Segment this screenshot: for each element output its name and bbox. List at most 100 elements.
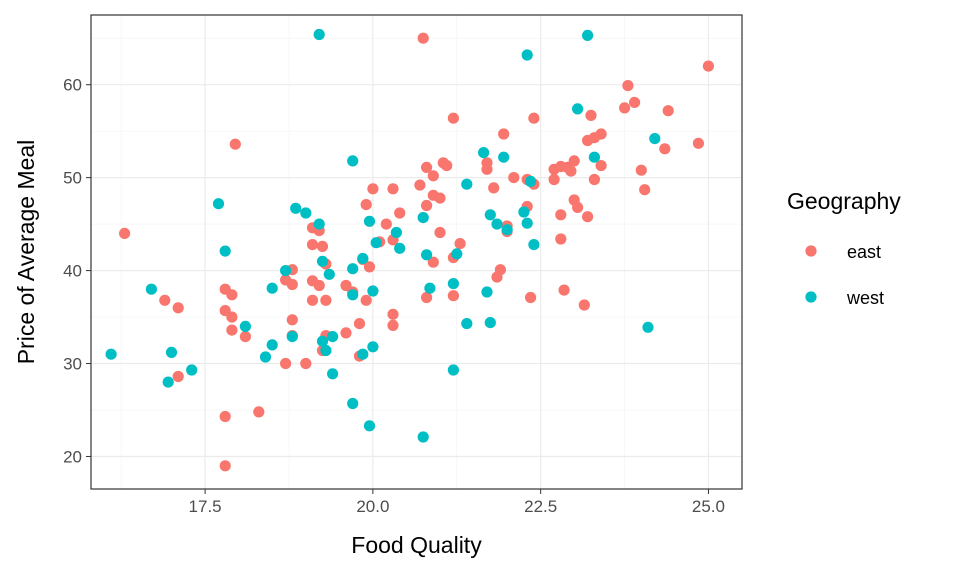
data-point-west xyxy=(286,331,298,343)
data-point-east xyxy=(387,319,399,331)
data-point-east xyxy=(622,80,634,92)
legend-key-west xyxy=(805,291,817,303)
data-point-east xyxy=(481,163,493,175)
data-point-west xyxy=(478,147,490,159)
data-point-west xyxy=(323,268,335,280)
data-point-west xyxy=(481,286,493,298)
data-point-east xyxy=(172,370,184,383)
data-point-east xyxy=(226,324,238,336)
data-point-west xyxy=(394,242,406,254)
data-point-west xyxy=(145,283,157,295)
data-point-west xyxy=(528,239,540,251)
data-point-west xyxy=(105,348,117,360)
data-point-west xyxy=(447,364,459,376)
data-point-west xyxy=(320,344,332,357)
data-point-east xyxy=(494,264,506,276)
data-point-west xyxy=(417,431,429,443)
data-point-east xyxy=(555,233,567,245)
data-point-east xyxy=(417,32,429,44)
x-tick-label: 22.5 xyxy=(524,497,557,516)
data-point-west xyxy=(327,368,339,380)
data-point-west xyxy=(162,376,174,388)
data-point-east xyxy=(320,294,332,306)
data-point-west xyxy=(165,346,178,358)
data-point-east xyxy=(635,164,647,176)
data-point-east xyxy=(565,165,577,177)
data-point-east xyxy=(159,294,171,306)
data-point-east xyxy=(360,199,372,211)
data-point-east xyxy=(380,218,392,230)
data-point-west xyxy=(266,339,278,351)
data-point-west xyxy=(313,28,325,41)
data-point-west xyxy=(461,318,473,330)
data-point-east xyxy=(588,173,601,186)
data-point-east xyxy=(578,299,590,311)
data-point-west xyxy=(582,29,594,41)
data-point-west xyxy=(186,364,198,376)
data-point-west xyxy=(367,341,379,353)
y-axis: 20 30 40 50 60 xyxy=(63,76,91,466)
data-point-east xyxy=(286,278,298,291)
data-point-east xyxy=(498,128,510,140)
grid-lines xyxy=(91,15,742,489)
data-point-east xyxy=(582,211,594,223)
data-point-west xyxy=(347,263,359,275)
data-point-east xyxy=(585,109,597,121)
data-point-west xyxy=(642,321,654,333)
data-point-west xyxy=(357,348,369,360)
legend-title: Geography xyxy=(787,188,901,214)
data-point-west xyxy=(367,285,379,297)
data-point-west xyxy=(347,397,359,410)
data-point-west xyxy=(266,282,278,294)
data-point-east xyxy=(219,460,231,472)
data-point-east xyxy=(454,238,466,250)
data-point-east xyxy=(226,289,238,301)
data-point-west xyxy=(290,202,302,214)
data-point-east xyxy=(659,143,671,155)
data-point-east xyxy=(253,406,265,418)
data-point-west xyxy=(572,103,584,115)
data-point-east xyxy=(558,284,570,296)
data-point-east xyxy=(639,184,651,196)
legend-key-east xyxy=(805,245,817,257)
x-tick-label: 17.5 xyxy=(189,497,222,516)
data-point-west xyxy=(347,155,359,167)
data-point-east xyxy=(353,318,366,330)
data-point-east xyxy=(702,60,715,72)
data-point-east xyxy=(387,183,399,195)
data-point-east xyxy=(508,172,520,184)
data-point-east xyxy=(360,294,372,306)
data-point-east xyxy=(367,183,379,195)
data-point-east xyxy=(300,357,312,370)
data-point-west xyxy=(357,252,369,265)
data-point-east xyxy=(662,105,674,117)
data-point-east xyxy=(447,112,459,124)
data-point-east xyxy=(313,279,325,292)
data-point-east xyxy=(525,291,537,304)
data-points xyxy=(105,28,715,472)
data-point-east xyxy=(229,138,241,150)
data-point-west xyxy=(491,218,503,230)
data-point-east xyxy=(306,294,319,306)
data-point-east xyxy=(306,239,319,251)
data-point-east xyxy=(414,179,426,191)
data-point-east xyxy=(280,357,292,370)
series-west xyxy=(105,28,661,443)
data-point-west xyxy=(521,217,533,229)
data-point-west xyxy=(484,209,496,221)
data-point-east xyxy=(226,311,238,323)
data-point-west xyxy=(363,215,376,227)
y-axis-title: Price of Average Meal xyxy=(13,140,39,365)
data-point-east xyxy=(172,302,184,314)
data-point-east xyxy=(394,207,406,219)
data-point-east xyxy=(119,227,131,239)
data-point-east xyxy=(555,209,567,221)
data-point-east xyxy=(421,291,433,304)
data-point-east xyxy=(629,96,641,108)
data-point-west xyxy=(461,178,473,190)
data-point-west xyxy=(521,49,533,61)
data-point-west xyxy=(588,151,601,163)
data-point-east xyxy=(447,290,459,302)
x-axis: 17.5 20.0 22.5 25.0 xyxy=(189,489,725,516)
